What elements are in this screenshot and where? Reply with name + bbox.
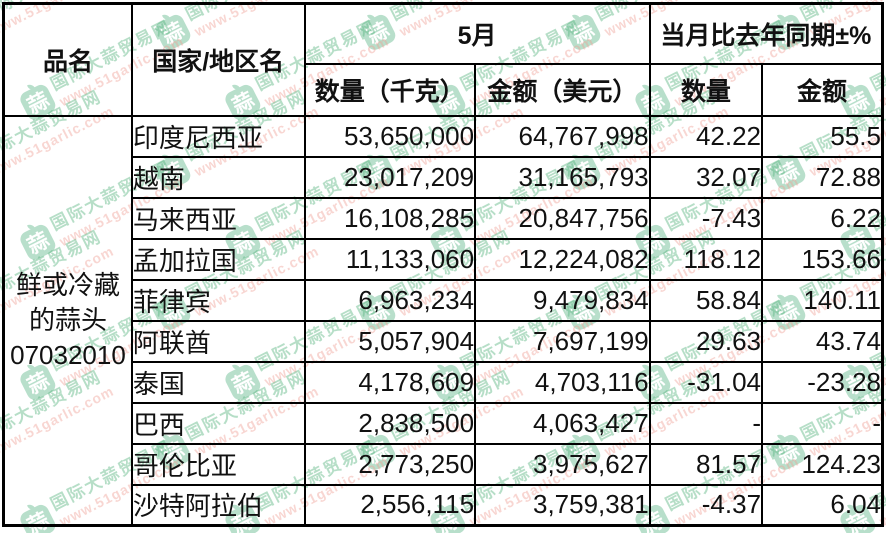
qty-kg-cell: 11,133,060 [303,237,477,281]
country-cell: 哥伦比亚 [130,442,306,486]
country-cell: 沙特阿拉伯 [130,483,306,527]
header-yoy-group: 当月比去年同期±% [648,2,884,65]
amount-pct-cell: 72.88 [761,155,884,199]
qty-pct-cell: -31.04 [648,360,764,404]
qty-kg-cell: 23,017,209 [303,155,477,199]
qty-pct-cell: - [648,401,764,445]
qty-pct-cell: 29.63 [648,319,764,363]
country-cell: 巴西 [130,401,306,445]
amount-usd-cell: 3,759,381 [474,483,651,527]
qty-kg-cell: 4,178,609 [303,360,477,404]
amount-pct-cell: 55.5 [761,114,884,158]
qty-kg-cell: 2,773,250 [303,442,477,486]
qty-pct-cell: 118.12 [648,237,764,281]
qty-kg-cell: 5,057,904 [303,319,477,363]
amount-usd-cell: 20,847,756 [474,196,651,240]
amount-pct-cell: 6.22 [761,196,884,240]
qty-pct-cell: -7.43 [648,196,764,240]
table-body: 鲜或冷藏 的蒜头 07032010 印度尼西亚 53,650,000 64,767,998… [2,114,884,527]
qty-pct-cell: 42.22 [648,114,764,158]
amount-pct-cell: 124.23 [761,442,884,486]
table-row: 沙特阿拉伯 2,556,115 3,759,381 -4.37 6.04 [4,483,884,527]
table-row: 哥伦比亚 2,773,250 3,975,627 81.57 124.23 [4,442,884,486]
header-month-group: 5月 [303,2,651,65]
country-cell: 越南 [130,155,306,199]
amount-pct-cell: 140.11 [761,278,884,322]
amount-pct-cell: 6.04 [761,483,884,527]
amount-usd-cell: 12,224,082 [474,237,651,281]
header-country: 国家/地区名 [130,2,306,117]
qty-pct-cell: 58.84 [648,278,764,322]
amount-usd-cell: 64,767,998 [474,114,651,158]
qty-pct-cell: -4.37 [648,483,764,527]
table-row: 阿联酋 5,057,904 7,697,199 29.63 43.74 [4,319,884,363]
table-row: 马来西亚 16,108,285 20,847,756 -7.43 6.22 [4,196,884,240]
table-row: 菲律宾 6,963,234 9,479,834 58.84 140.11 [4,278,884,322]
amount-usd-cell: 3,975,627 [474,442,651,486]
header-qty-kg: 数量（千克） [303,62,477,117]
amount-pct-cell: 153.66 [761,237,884,281]
header-amount-usd: 金额（美元） [474,62,651,117]
country-cell: 泰国 [130,360,306,404]
country-cell: 孟加拉国 [130,237,306,281]
header-product-name: 品名 [2,2,133,117]
country-cell: 菲律宾 [130,278,306,322]
amount-usd-cell: 4,063,427 [474,401,651,445]
header-amount-pct: 金额 [761,62,884,117]
qty-kg-cell: 2,556,115 [303,483,477,527]
table-row: 泰国 4,178,609 4,703,116 -31.04 -23.28 [4,360,884,404]
country-cell: 阿联酋 [130,319,306,363]
table-row: 孟加拉国 11,133,060 12,224,082 118.12 153.66 [4,237,884,281]
amount-usd-cell: 4,703,116 [474,360,651,404]
amount-pct-cell: 43.74 [761,319,884,363]
qty-pct-cell: 32.07 [648,155,764,199]
amount-usd-cell: 31,165,793 [474,155,651,199]
qty-kg-cell: 53,650,000 [303,114,477,158]
header-qty-pct: 数量 [648,62,764,117]
qty-kg-cell: 2,838,500 [303,401,477,445]
product-name-cell: 鲜或冷藏 的蒜头 07032010 [2,114,133,527]
amount-usd-cell: 7,697,199 [474,319,651,363]
amount-pct-cell: -23.28 [761,360,884,404]
amount-pct-cell: - [761,401,884,445]
table-row: 越南 23,017,209 31,165,793 32.07 72.88 [4,155,884,199]
table-row: 巴西 2,838,500 4,063,427- - [4,401,884,445]
qty-kg-cell: 6,963,234 [303,278,477,322]
country-cell: 马来西亚 [130,196,306,240]
country-cell: 印度尼西亚 [130,114,306,158]
table-row: 鲜或冷藏 的蒜头 07032010 印度尼西亚 53,650,000 64,767,998… [2,114,884,527]
qty-pct-cell: 81.57 [648,442,764,486]
qty-kg-cell: 16,108,285 [303,196,477,240]
amount-usd-cell: 9,479,834 [474,278,651,322]
